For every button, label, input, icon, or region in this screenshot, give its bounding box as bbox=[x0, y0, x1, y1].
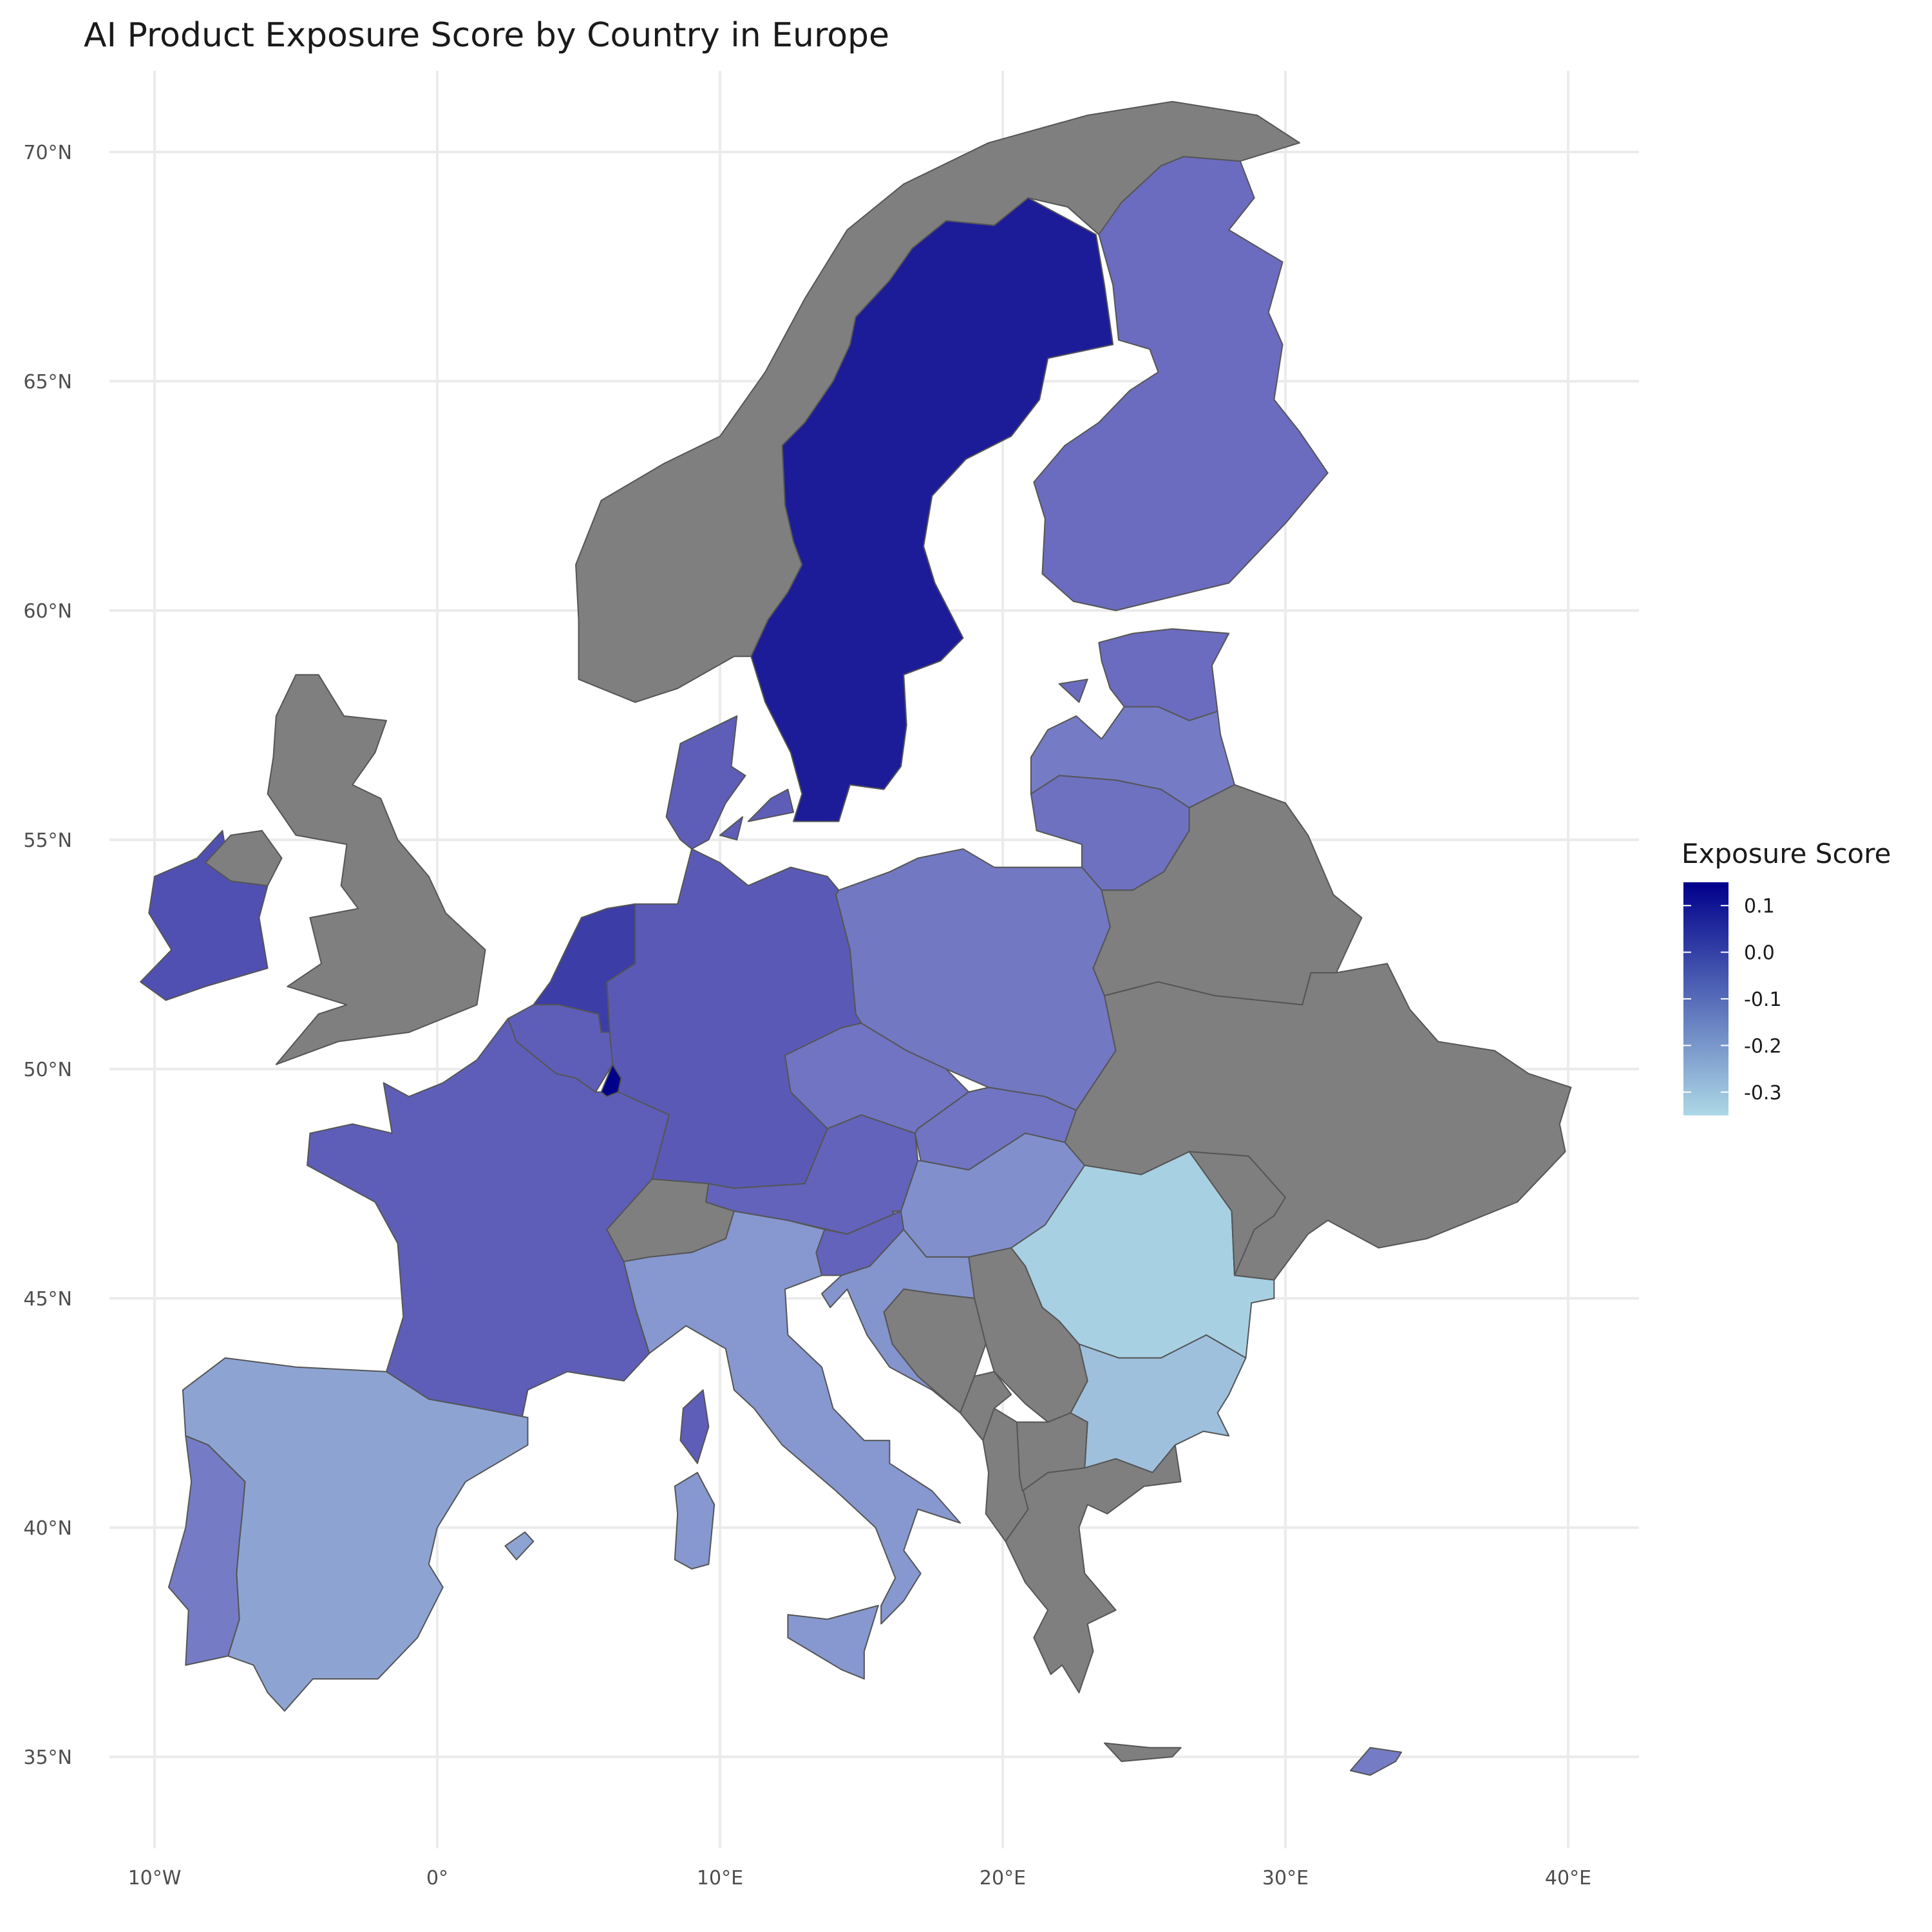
y-tick-label: 50°N bbox=[23, 1059, 72, 1081]
legend-label: 0.1 bbox=[1744, 895, 1775, 918]
chart-title: AI Product Exposure Score by Country in … bbox=[84, 16, 889, 55]
legend-title: Exposure Score bbox=[1681, 838, 1891, 869]
y-tick-label: 45°N bbox=[23, 1288, 72, 1311]
y-tick-label: 60°N bbox=[23, 600, 72, 623]
country-portugal bbox=[167, 1435, 246, 1666]
country-luxembourg bbox=[600, 1063, 622, 1097]
country-corsica bbox=[679, 1389, 710, 1464]
y-tick-label: 55°N bbox=[23, 829, 72, 852]
x-tick-label: 10°E bbox=[697, 1867, 743, 1889]
country-italy bbox=[623, 1210, 961, 1680]
country-north-macedonia bbox=[1016, 1412, 1088, 1492]
axis-labels: 10°W 0° 10°E 20°E 30°E 40°E 70°N 65°N 60°N 55°N 50… bbox=[23, 142, 1591, 1889]
country-cyprus bbox=[1350, 1747, 1402, 1776]
country-united-kingdom bbox=[205, 674, 486, 1065]
x-tick-label: 0° bbox=[426, 1867, 448, 1889]
country-layer bbox=[140, 100, 1572, 1776]
y-tick-label: 40°N bbox=[23, 1517, 72, 1540]
country-bosnia-and-herzegovina bbox=[883, 1288, 987, 1414]
legend-label: -0.2 bbox=[1744, 1035, 1782, 1057]
y-tick-label: 65°N bbox=[23, 371, 72, 393]
x-tick-label: 30°E bbox=[1262, 1867, 1309, 1889]
country-moldova bbox=[1188, 1151, 1286, 1276]
x-tick-label: 20°E bbox=[980, 1867, 1026, 1889]
x-tick-label: 40°E bbox=[1545, 1867, 1591, 1889]
legend: Exposure Score 0.1 0.0 -0.1 -0.2 -0.3 bbox=[1681, 838, 1891, 1115]
legend-label: 0.0 bbox=[1744, 942, 1775, 965]
country-serbia bbox=[968, 1247, 1088, 1423]
y-tick-label: 70°N bbox=[23, 142, 72, 164]
legend-label: -0.1 bbox=[1744, 989, 1782, 1011]
legend-label: -0.3 bbox=[1744, 1082, 1782, 1104]
y-tick-label: 35°N bbox=[23, 1747, 72, 1769]
country-albania bbox=[982, 1407, 1029, 1542]
country-denmark bbox=[665, 715, 795, 850]
country-greece bbox=[1005, 1444, 1182, 1763]
x-tick-label: 10°W bbox=[128, 1867, 182, 1889]
country-norway bbox=[575, 100, 1300, 703]
